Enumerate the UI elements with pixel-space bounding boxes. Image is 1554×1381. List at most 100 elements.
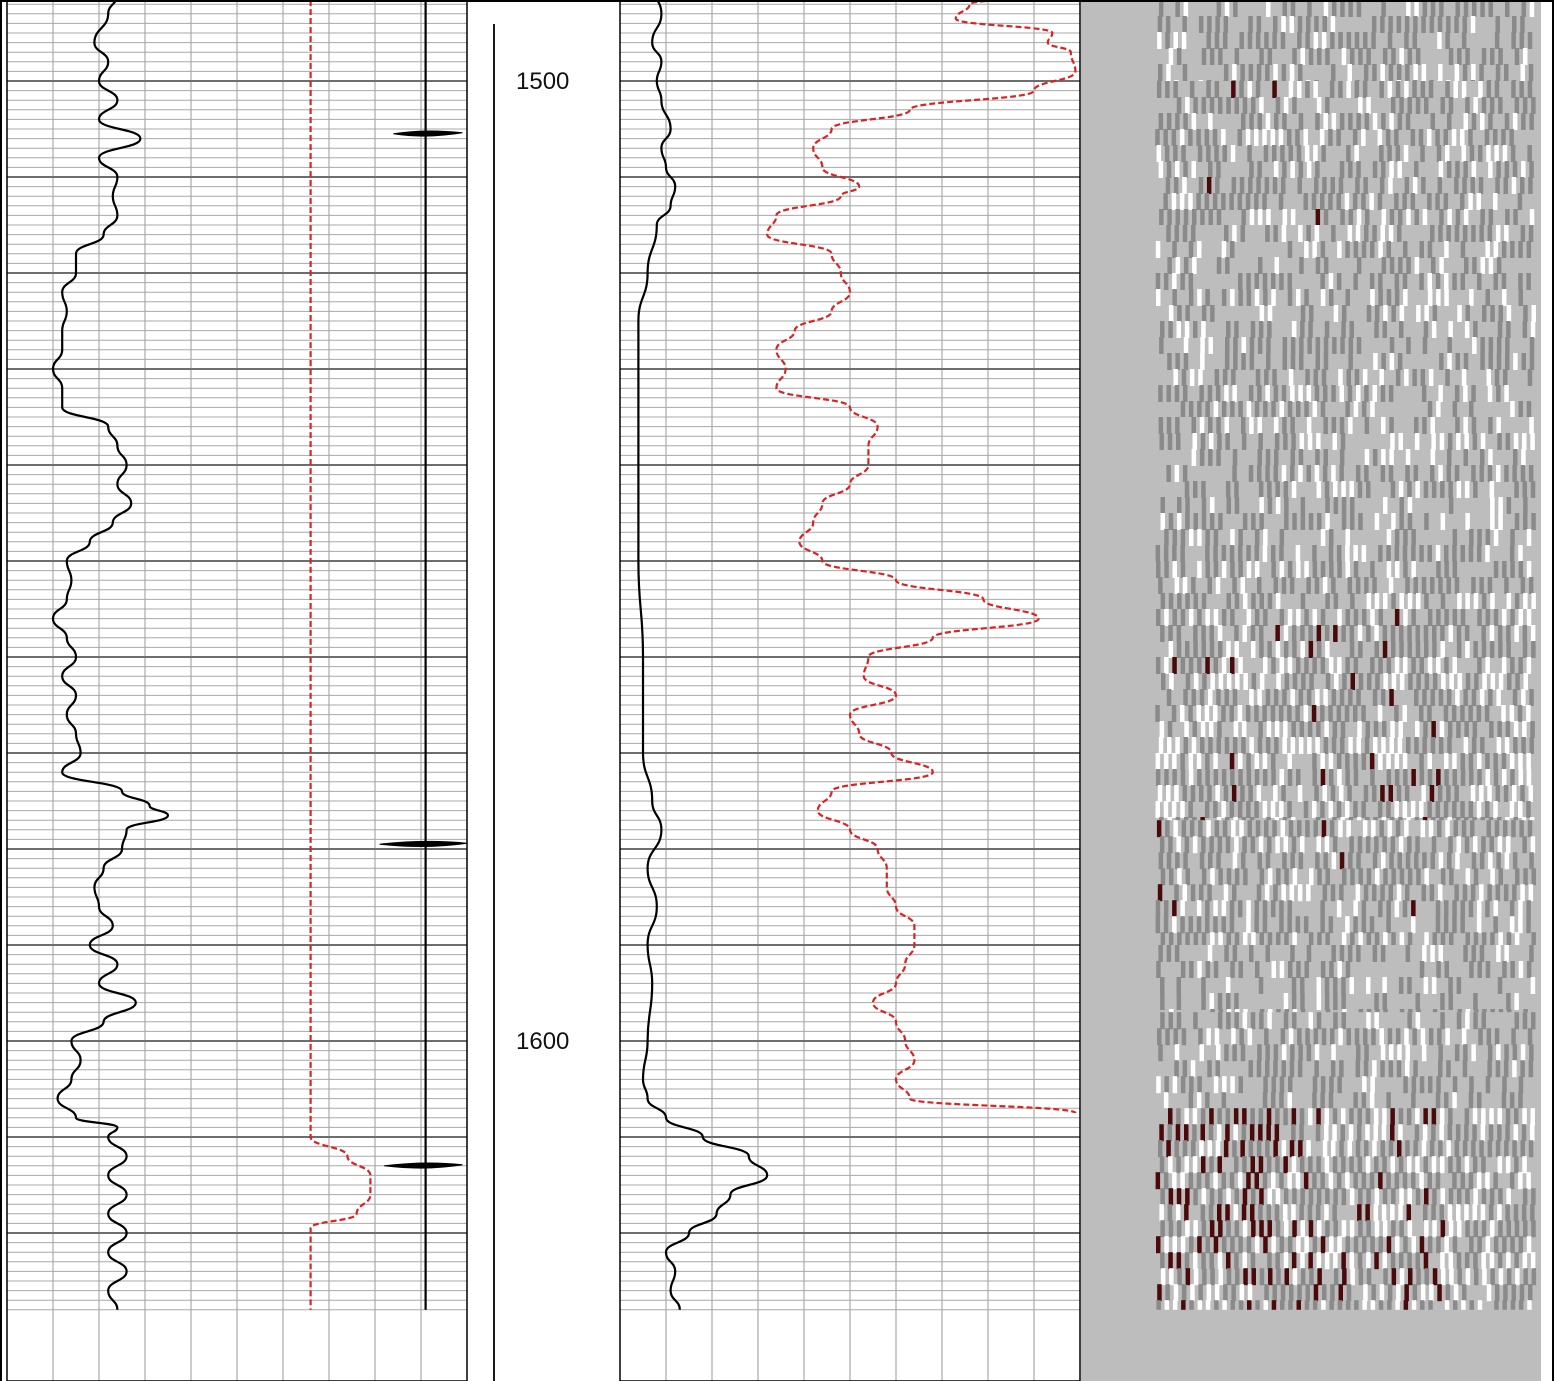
image-track-cell xyxy=(1175,353,1180,370)
image-track-cell xyxy=(1380,385,1386,402)
image-track-cell xyxy=(1464,1252,1470,1270)
image-track-cell xyxy=(1292,1012,1297,1030)
image-track-cell xyxy=(1304,657,1309,674)
image-track-cell xyxy=(1185,1220,1190,1238)
image-track-cell xyxy=(1337,609,1342,626)
image-track-cell xyxy=(1238,769,1243,786)
image-track-cell xyxy=(1168,1188,1174,1206)
image-track-cell xyxy=(1232,64,1237,81)
image-track-cell xyxy=(1254,193,1259,210)
image-track-cell xyxy=(1279,1172,1284,1190)
image-track-cell xyxy=(1210,1009,1215,1013)
image-track-cell xyxy=(1448,977,1453,994)
image-track-cell xyxy=(1188,753,1194,770)
image-track-cell xyxy=(1322,577,1328,594)
image-track-cell xyxy=(1390,1108,1395,1126)
image-track-cell xyxy=(1523,673,1528,690)
image-track-cell xyxy=(1331,577,1336,594)
image-track-cell xyxy=(1323,852,1328,870)
track-1-series-1-line xyxy=(51,0,170,1310)
image-track-cell xyxy=(1511,1028,1516,1046)
image-track-cell xyxy=(1218,641,1223,658)
image-track-cell xyxy=(1247,820,1252,838)
image-track-cell xyxy=(1446,1060,1451,1078)
image-track-cell xyxy=(1215,577,1221,594)
image-track-cell xyxy=(1313,81,1318,98)
image-track-cell xyxy=(1279,801,1284,818)
image-track-cell xyxy=(1192,1124,1197,1142)
image-track-cell xyxy=(1266,353,1271,370)
image-track-cell xyxy=(1347,785,1352,802)
track-2-border xyxy=(619,0,1081,1381)
image-track-cell xyxy=(1480,737,1485,754)
image-track-cell xyxy=(1308,625,1313,642)
image-track-cell xyxy=(1428,369,1434,386)
image-track-cell xyxy=(1315,209,1321,225)
image-track-cell xyxy=(1234,48,1240,65)
image-track-cell xyxy=(1374,1220,1380,1238)
image-track-cell xyxy=(1172,289,1177,306)
image-track-cell xyxy=(1180,900,1185,918)
image-track-cell xyxy=(1394,1172,1400,1190)
image-track-cell xyxy=(1531,1220,1536,1238)
image-track-cell xyxy=(1267,1220,1272,1238)
image-track-cell xyxy=(1172,561,1177,578)
image-track-cell xyxy=(1473,321,1478,338)
image-track-cell xyxy=(1216,689,1221,706)
image-track-cell xyxy=(1331,385,1336,402)
image-track-cell xyxy=(1313,145,1318,162)
image-track-cell xyxy=(1336,545,1342,562)
image-track-cell xyxy=(1518,401,1523,417)
image-track-cell xyxy=(1198,369,1203,386)
image-track-cell xyxy=(1267,868,1273,886)
image-track-cell xyxy=(1389,417,1394,434)
image-track-cell xyxy=(1166,785,1171,802)
image-track-cell xyxy=(1503,884,1509,902)
image-track-cell xyxy=(1304,241,1309,258)
image-track-cell xyxy=(1242,1012,1248,1030)
image-track-cell xyxy=(1176,977,1181,994)
image-track-cell xyxy=(1528,1140,1534,1158)
image-track-cell xyxy=(1365,209,1370,225)
image-track-cell xyxy=(1514,593,1520,609)
image-track-cell xyxy=(1229,753,1235,770)
image-track-cell xyxy=(1473,868,1479,886)
image-track-cell xyxy=(1397,161,1402,178)
image-track-cell xyxy=(1381,417,1386,434)
image-track-cell xyxy=(1175,737,1180,754)
image-track-cell xyxy=(1316,1188,1322,1206)
image-track-cell xyxy=(1438,945,1443,962)
image-track-cell xyxy=(1485,753,1490,770)
image-track-cell xyxy=(1438,884,1443,902)
image-track-cell xyxy=(1341,321,1346,338)
image-track-cell xyxy=(1411,916,1416,934)
image-track-cell xyxy=(1394,273,1400,290)
image-track-cell xyxy=(1372,945,1378,962)
image-track-cell xyxy=(1333,993,1338,1010)
image-track-cell xyxy=(1271,1076,1276,1094)
image-track-cell xyxy=(1197,241,1202,258)
image-track-cell xyxy=(1480,209,1485,225)
image-track-cell xyxy=(1431,1108,1437,1126)
image-track-cell xyxy=(1358,97,1363,114)
image-track-cell xyxy=(1158,64,1163,81)
image-track-cell xyxy=(1528,577,1534,594)
image-track-cell xyxy=(1256,1140,1262,1158)
image-track-cell xyxy=(1205,289,1210,306)
image-track-cell xyxy=(1395,145,1401,162)
image-track-cell xyxy=(1265,465,1270,482)
image-track-cell xyxy=(1238,529,1243,546)
image-track-cell xyxy=(1391,513,1396,530)
image-track-cell xyxy=(1519,1284,1525,1302)
image-track-cell xyxy=(1495,785,1501,802)
image-track-cell xyxy=(1511,32,1516,49)
image-track-cell xyxy=(1262,705,1267,722)
image-track-cell xyxy=(1356,161,1361,178)
image-track-cell xyxy=(1526,1172,1531,1190)
image-track-cell xyxy=(1336,705,1342,722)
image-track-cell xyxy=(1205,900,1210,918)
image-track-cell xyxy=(1321,145,1326,162)
image-track-cell xyxy=(1355,465,1361,482)
image-track-cell xyxy=(1183,737,1188,754)
image-track-cell xyxy=(1180,273,1185,290)
